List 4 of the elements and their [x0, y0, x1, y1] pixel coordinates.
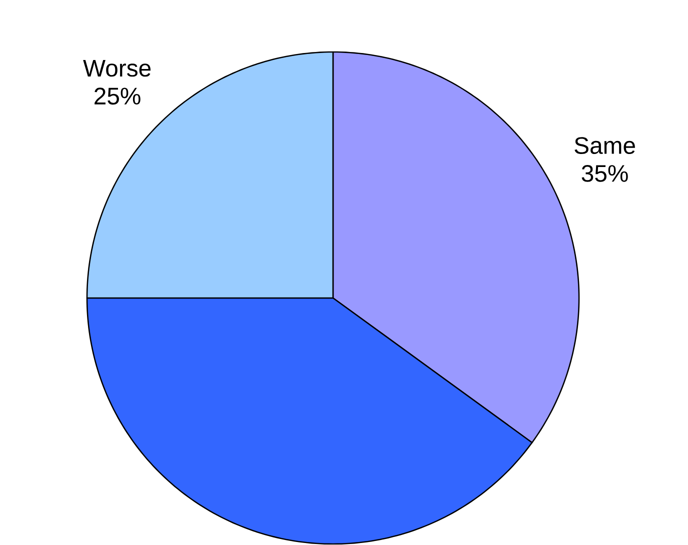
- slice-label: Same: [574, 137, 635, 154]
- data-label: 35%: [582, 165, 628, 182]
- data-label: 25%: [94, 88, 140, 105]
- slice-label: Worse: [83, 60, 151, 77]
